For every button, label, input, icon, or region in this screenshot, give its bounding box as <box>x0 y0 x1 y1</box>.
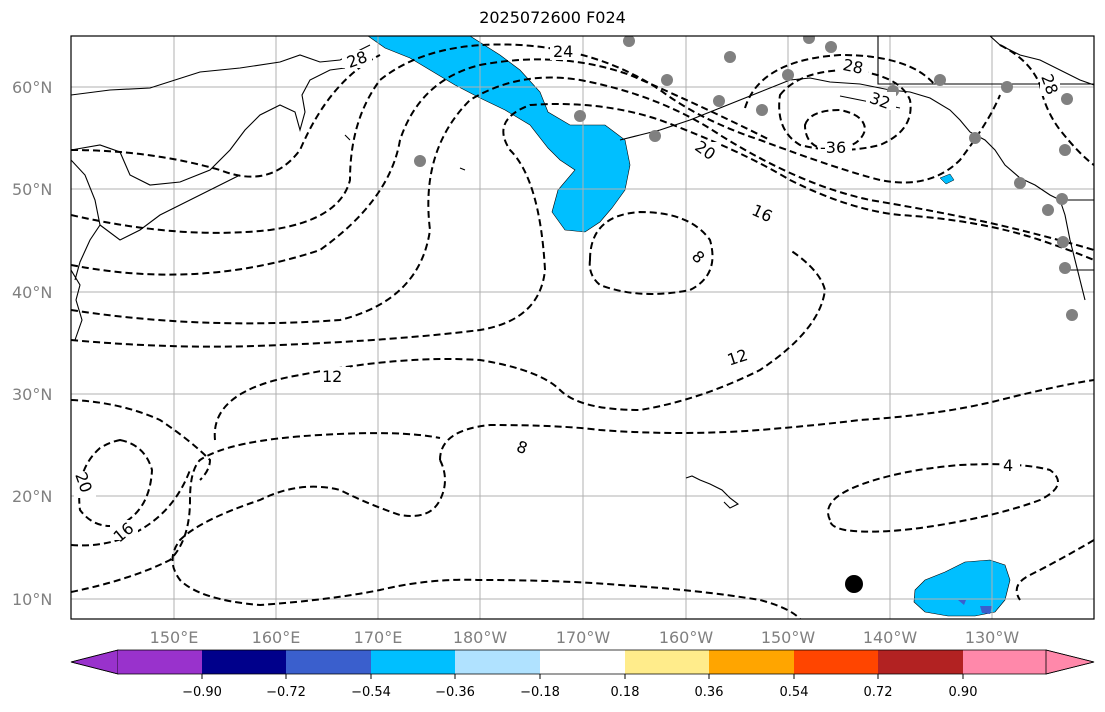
lat-label: 10°N <box>12 590 52 609</box>
shaded-region-north <box>367 36 631 233</box>
contour-label: 12 <box>322 367 342 386</box>
lon-label: 160°E <box>252 628 301 647</box>
colorbar-segment <box>118 650 202 674</box>
colorbar-tick-label: −0.90 <box>182 685 222 700</box>
map-border <box>70 35 1095 620</box>
lat-label: 50°N <box>12 180 52 199</box>
colorbar-extend-high <box>1045 649 1095 675</box>
colorbar-tick-label: 0.90 <box>949 685 978 700</box>
colorbar-tick-label: −0.36 <box>435 685 475 700</box>
latitude-labels: 60°N 50°N 40°N 30°N 20°N 10°N <box>12 78 52 609</box>
marker-point <box>845 575 863 593</box>
colorbar-segment <box>540 650 625 674</box>
lon-label: 170°W <box>556 628 611 647</box>
colorbar-ticks <box>201 674 964 679</box>
lat-label: 60°N <box>12 78 52 97</box>
contour-label: 28 <box>841 55 865 78</box>
colorbar-segment <box>709 650 794 674</box>
lon-label: 150°E <box>150 628 199 647</box>
colorbar-extend-low <box>70 649 119 675</box>
lon-label: 150°W <box>761 628 816 647</box>
colorbar-tick-label: −0.72 <box>266 685 306 700</box>
deep-shade-spot <box>958 600 966 605</box>
colorbar-segment <box>794 650 878 674</box>
colorbar-tick-label: 0.18 <box>611 685 640 700</box>
lon-label: 160°W <box>659 628 714 647</box>
shaded-spot <box>939 173 955 185</box>
lon-label: 180°W <box>453 628 508 647</box>
colorbar-segment <box>286 650 371 674</box>
contour-label: 4 <box>1003 456 1013 475</box>
colorbar-segment <box>625 650 709 674</box>
colorbar-tick-label: 0.54 <box>780 685 809 700</box>
colorbar-outline <box>70 649 1095 675</box>
lat-label: 40°N <box>12 283 52 302</box>
contour-label: 24 <box>553 42 573 61</box>
map-title: 2025072600 F024 <box>479 8 626 27</box>
colorbar-segment <box>202 650 286 674</box>
colorbar-segment <box>371 650 455 674</box>
colorbar-tick-labels: −0.90 −0.72 −0.54 −0.36 −0.18 0.18 0.36 … <box>182 685 977 700</box>
colorbar <box>70 649 1095 675</box>
contour-label: -36 <box>820 138 846 157</box>
longitude-labels: 150°E 160°E 170°E 180°W 170°W 160°W 150°… <box>150 628 1020 647</box>
colorbar-segment <box>963 650 1046 674</box>
contour-label-group: 28 24 28 32 28 20 16 -36 8 12 12 8 4 20 … <box>71 42 1062 546</box>
lat-label: 20°N <box>12 487 52 506</box>
shaded-region-south <box>913 559 1011 617</box>
lat-label: 30°N <box>12 385 52 404</box>
colorbar-tick-label: 0.36 <box>695 685 724 700</box>
colorbar-tick-label: −0.54 <box>351 685 391 700</box>
colorbar-tick-label: −0.18 <box>520 685 560 700</box>
lon-label: 130°W <box>965 628 1020 647</box>
lon-label: 170°E <box>354 628 403 647</box>
colorbar-tick-label: 0.72 <box>864 685 893 700</box>
deep-shade-spot <box>980 606 992 614</box>
lon-label: 140°W <box>863 628 918 647</box>
colorbar-segment <box>878 650 963 674</box>
graticule <box>71 36 1094 619</box>
colorbar-segment <box>455 650 540 674</box>
